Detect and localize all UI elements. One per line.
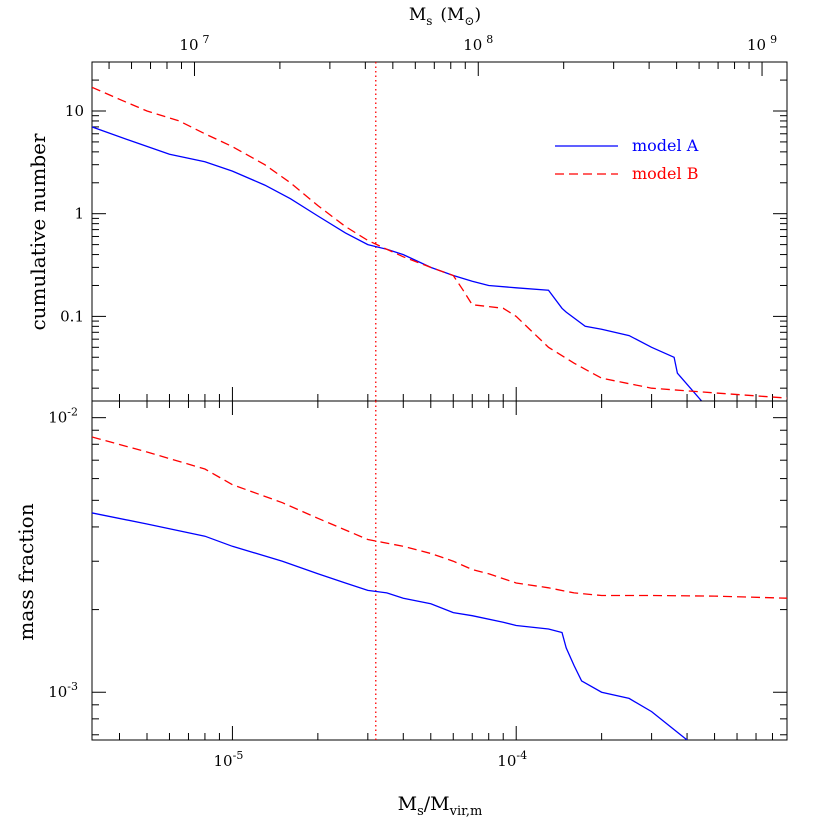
legend-label-model-a: model A xyxy=(632,136,699,155)
xtick-label-exp: -4 xyxy=(516,749,527,762)
legend-label-model-b: model B xyxy=(632,164,698,183)
bottom-ytick-label: 10-2 xyxy=(48,406,78,427)
top-tick-label-base: 10 xyxy=(179,36,198,54)
bottom-xlabel: Ms/Mvir,m xyxy=(398,793,483,819)
bottom-series-model-a xyxy=(92,512,688,740)
bottom-ytick-label: 10-3 xyxy=(48,680,78,701)
top-tick-label: 10 9 xyxy=(747,33,777,54)
bottom-frame xyxy=(91,400,788,741)
mass-fraction-panel: 10-310-210-5 10-4 xyxy=(48,400,788,770)
bottom-xtick-label: 10-4 xyxy=(497,749,527,770)
top-ytick-label: 1 xyxy=(74,205,84,223)
xlabel-main: M xyxy=(398,793,417,815)
top-ytick-label: 10 xyxy=(65,102,84,120)
top-frame xyxy=(91,61,788,402)
top-tick-label: 10 8 xyxy=(463,33,493,54)
xlabel-sub2: vir,m xyxy=(449,804,483,819)
top-series-group xyxy=(92,86,787,401)
top-tick-label-exp: 8 xyxy=(486,33,493,46)
cumulative-number-panel: 10 7 10 8 10 9 0.1 1 10 model A model B xyxy=(60,33,788,402)
top-tick-label: 10 7 xyxy=(179,33,209,54)
top-tick-label-exp: 9 xyxy=(770,33,777,46)
xtick-label-exp: -5 xyxy=(233,749,244,762)
top-axis-label-main: M xyxy=(409,5,426,25)
top-ytick-label: 0.1 xyxy=(60,307,84,325)
top-axis-label-unit-close: ) xyxy=(475,5,482,25)
top-series-model-a xyxy=(92,126,703,401)
top-tick-label-exp: 7 xyxy=(203,33,210,46)
top-axis-label-sub: s xyxy=(426,14,432,28)
top-series-model-b xyxy=(92,86,787,399)
top-ylabel: cumulative number xyxy=(26,133,50,331)
ytick-label-base: 10 xyxy=(48,409,67,427)
ytick-label-base: 10 xyxy=(48,683,67,701)
sun-symbol-icon: ⊙ xyxy=(464,14,474,28)
bottom-xtick-label: 10-5 xyxy=(214,749,244,770)
top-tick-label-base: 10 xyxy=(747,36,766,54)
legend: model A model B xyxy=(555,136,699,183)
bottom-ylabel: mass fraction xyxy=(14,503,38,640)
xlabel-sub1: s xyxy=(417,804,424,819)
bottom-series-model-b xyxy=(92,436,787,599)
ytick-label-exp: -2 xyxy=(67,406,78,419)
ytick-label-exp: -3 xyxy=(67,680,78,693)
top-tick-label-base: 10 xyxy=(463,36,482,54)
xlabel-mid: /M xyxy=(424,793,450,815)
top-axis-label: Ms (M⊙) xyxy=(409,5,481,28)
xtick-label-base: 10 xyxy=(214,752,233,770)
xtick-label-base: 10 xyxy=(497,752,516,770)
bottom-series-group xyxy=(92,436,787,740)
top-axis-label-unit: (M xyxy=(440,5,464,25)
